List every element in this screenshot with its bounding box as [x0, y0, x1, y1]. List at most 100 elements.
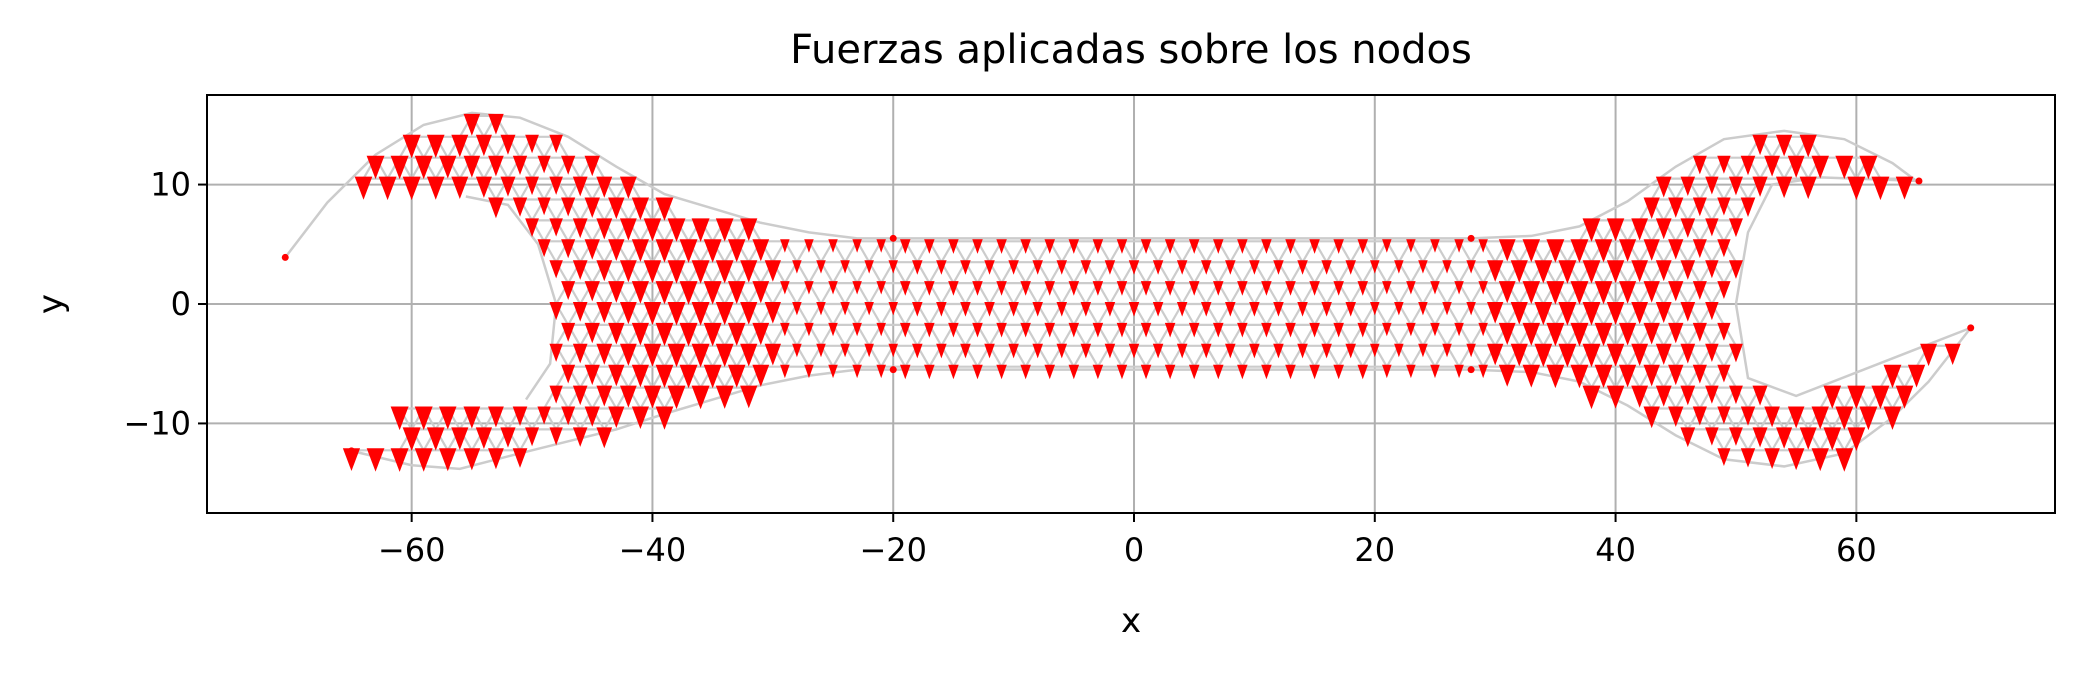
- force-arrow: [1740, 155, 1756, 176]
- force-arrow: [537, 197, 551, 216]
- force-arrow: [488, 113, 504, 135]
- force-arrow: [402, 134, 421, 159]
- force-arrow: [549, 385, 563, 404]
- force-arrow: [1847, 427, 1866, 451]
- force-arrow: [631, 197, 650, 221]
- force-arrow: [1775, 134, 1793, 157]
- force-arrow: [475, 176, 492, 198]
- force-arrow: [780, 281, 790, 295]
- force-arrow: [1680, 302, 1696, 322]
- force-arrow: [1680, 343, 1696, 364]
- force-arrow: [1895, 176, 1914, 200]
- force-arrow: [1705, 260, 1719, 279]
- node-point: [1967, 324, 1975, 332]
- force-arrow: [1200, 302, 1212, 317]
- force-arrow: [439, 448, 457, 472]
- force-arrow: [475, 427, 493, 449]
- y-axis-ticks: 10 0 −10: [123, 166, 207, 442]
- force-arrow: [608, 197, 625, 220]
- force-arrow: [1430, 364, 1440, 379]
- force-arrow: [561, 239, 576, 259]
- force-arrow: [948, 364, 959, 380]
- force-arrow: [1895, 385, 1914, 409]
- force-arrow: [1406, 281, 1416, 295]
- force-arrow: [972, 364, 983, 380]
- force-arrow: [1643, 322, 1660, 345]
- force-arrow: [840, 260, 850, 274]
- force-arrow: [1261, 281, 1272, 296]
- force-arrow: [1321, 260, 1332, 275]
- force-arrow: [1655, 260, 1672, 282]
- force-arrow: [1823, 427, 1842, 451]
- force-arrow: [1705, 343, 1719, 362]
- force-arrow: [1056, 260, 1068, 275]
- force-arrow: [764, 343, 782, 366]
- force-arrow: [620, 385, 637, 408]
- force-arrow: [631, 364, 649, 388]
- force-arrow: [1442, 302, 1452, 316]
- force-arrow: [596, 385, 613, 407]
- force-arrow: [1522, 364, 1541, 388]
- force-arrow: [900, 364, 911, 380]
- x-tick-label: 20: [1354, 531, 1395, 569]
- force-arrow: [342, 448, 361, 471]
- force-arrow: [596, 218, 613, 240]
- force-arrow: [390, 406, 409, 431]
- force-arrow: [1944, 343, 1961, 366]
- force-arrow: [1705, 427, 1719, 446]
- force-arrow: [1370, 260, 1380, 274]
- force-arrow: [655, 239, 674, 263]
- force-arrow: [463, 406, 481, 429]
- force-arrow: [549, 176, 563, 195]
- force-arrow: [924, 281, 935, 296]
- force-arrow: [402, 176, 421, 201]
- force-arrow: [667, 385, 686, 410]
- force-arrow: [1382, 364, 1392, 379]
- node-point: [1915, 177, 1923, 185]
- force-arrow: [792, 260, 802, 274]
- force-arrow: [1466, 343, 1476, 358]
- force-arrow: [1152, 343, 1164, 359]
- force-arrow: [1643, 364, 1660, 387]
- force-arrow: [488, 406, 504, 428]
- force-arrow: [703, 281, 722, 305]
- force-arrow: [1522, 322, 1541, 346]
- force-arrow: [655, 364, 674, 388]
- x-tick-label: 40: [1595, 531, 1636, 569]
- force-arrow: [1188, 364, 1200, 380]
- force-arrow: [1883, 406, 1902, 430]
- force-arrow: [1811, 155, 1829, 179]
- force-arrow: [888, 260, 898, 274]
- force-arrow: [804, 239, 814, 253]
- force-arrow: [643, 302, 662, 325]
- force-arrow: [900, 239, 911, 254]
- force-arrow: [1406, 239, 1416, 253]
- force-arrow: [1631, 218, 1649, 241]
- force-arrow: [1487, 343, 1504, 366]
- force-arrow: [596, 427, 613, 449]
- force-arrow: [1740, 406, 1756, 426]
- force-arrow: [667, 302, 686, 326]
- force-arrow: [740, 260, 758, 283]
- force-arrow: [1680, 260, 1696, 280]
- force-arrow: [1273, 302, 1284, 317]
- force-arrow: [1680, 385, 1696, 406]
- force-arrow: [1297, 260, 1308, 275]
- force-arrow: [619, 260, 637, 283]
- force-arrow: [1213, 239, 1224, 254]
- force-arrow: [1752, 176, 1768, 197]
- force-arrow: [572, 176, 588, 197]
- node-point: [889, 234, 897, 242]
- force-arrow: [561, 155, 576, 175]
- force-arrow: [1717, 322, 1731, 341]
- force-arrow: [816, 302, 826, 316]
- force-arrow: [500, 176, 516, 197]
- force-arrow: [727, 239, 746, 263]
- force-arrow: [1068, 364, 1080, 380]
- force-arrow: [1406, 364, 1416, 379]
- force-arrow: [631, 322, 649, 346]
- force-arrow: [1534, 302, 1553, 326]
- force-arrow: [1606, 218, 1625, 242]
- force-arrow: [1752, 385, 1768, 406]
- force-arrow: [1044, 239, 1055, 254]
